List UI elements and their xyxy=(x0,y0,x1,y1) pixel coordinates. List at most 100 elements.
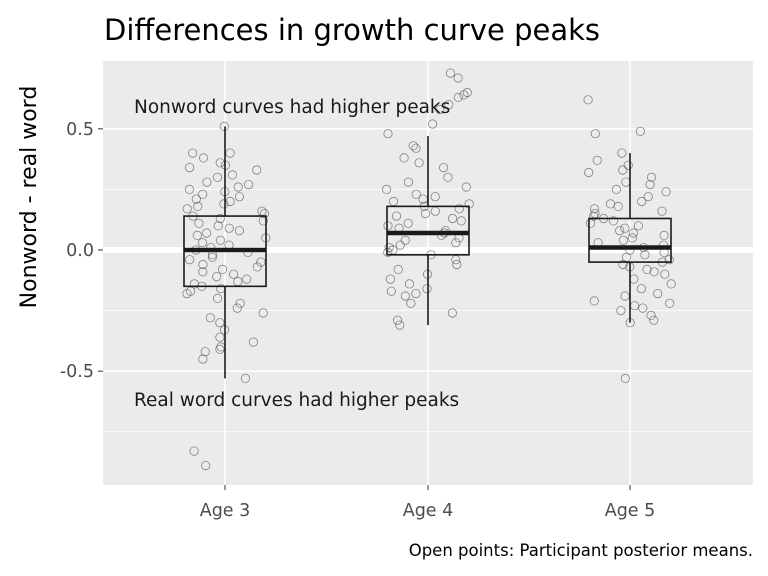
data-point xyxy=(411,288,421,299)
data-point xyxy=(438,163,449,173)
data-point xyxy=(215,318,225,328)
data-point xyxy=(197,238,208,248)
y-axis-ticks: -0.5 0.0 0.5 xyxy=(60,120,103,382)
data-point xyxy=(627,233,638,243)
data-point xyxy=(430,192,440,202)
data-point xyxy=(646,172,657,182)
data-point xyxy=(198,259,208,270)
data-point xyxy=(192,230,202,240)
data-point xyxy=(182,288,192,299)
data-point xyxy=(649,267,659,277)
data-point xyxy=(184,184,194,194)
data-point xyxy=(666,279,676,289)
data-point xyxy=(217,264,228,274)
data-point xyxy=(461,182,471,192)
data-point xyxy=(386,286,396,296)
data-point xyxy=(227,170,238,180)
data-point xyxy=(633,221,644,231)
data-point xyxy=(637,196,647,207)
data-point xyxy=(205,313,215,323)
data-point xyxy=(191,194,201,204)
data-point xyxy=(620,373,630,383)
data-point xyxy=(404,279,415,289)
data-point xyxy=(454,204,464,214)
data-point xyxy=(445,68,455,78)
data-point xyxy=(198,189,208,199)
data-point xyxy=(213,221,223,231)
data-point xyxy=(452,259,462,270)
data-point xyxy=(194,218,204,228)
data-point xyxy=(259,209,270,219)
data-point xyxy=(611,184,622,194)
data-point xyxy=(462,87,472,98)
data-point xyxy=(623,160,633,170)
y-tick-label: 0.5 xyxy=(66,120,94,140)
data-point xyxy=(215,235,225,245)
data-point xyxy=(215,213,225,224)
data-point xyxy=(451,238,461,248)
chart-title: Differences in growth curve peaks xyxy=(104,13,600,47)
data-point xyxy=(383,129,393,139)
data-point xyxy=(234,226,244,236)
data-point xyxy=(640,250,650,260)
data-point xyxy=(592,155,602,165)
data-point xyxy=(201,460,211,471)
data-point xyxy=(427,119,438,129)
data-point xyxy=(406,298,416,308)
caption: Open points: Participant posterior means… xyxy=(409,541,753,560)
data-point xyxy=(420,209,430,219)
data-point xyxy=(618,165,628,175)
data-point xyxy=(642,264,652,274)
data-point xyxy=(395,240,405,250)
participant-points xyxy=(182,68,676,471)
data-point xyxy=(213,293,223,303)
data-point xyxy=(584,167,594,178)
data-point xyxy=(212,172,223,182)
data-point xyxy=(215,332,225,342)
data-point xyxy=(399,153,409,163)
boxplot-age-5 xyxy=(588,153,672,323)
data-point xyxy=(403,218,413,228)
annotation-realword-higher: Real word curves had higher peaks xyxy=(134,390,459,411)
data-point xyxy=(189,279,199,289)
data-point xyxy=(202,228,212,238)
data-point xyxy=(244,180,254,190)
data-point xyxy=(435,104,445,115)
data-point xyxy=(233,182,243,192)
data-point xyxy=(225,148,235,158)
data-point xyxy=(232,303,242,313)
data-point xyxy=(215,344,225,354)
data-point xyxy=(453,92,463,102)
data-point xyxy=(618,235,629,245)
data-point xyxy=(383,221,393,231)
data-point xyxy=(189,446,199,456)
data-point xyxy=(645,180,655,190)
data-point xyxy=(393,264,403,274)
box-iqr xyxy=(386,205,470,256)
data-point xyxy=(252,262,262,272)
data-point xyxy=(659,230,669,240)
data-point xyxy=(248,337,258,347)
data-point xyxy=(252,165,262,175)
data-point xyxy=(628,228,639,238)
data-point xyxy=(665,298,675,308)
data-point xyxy=(456,216,466,226)
data-point xyxy=(229,269,239,279)
data-point xyxy=(212,271,222,282)
data-point xyxy=(590,129,600,139)
y-tick-label: -0.5 xyxy=(60,362,94,382)
data-point xyxy=(589,296,599,306)
data-point xyxy=(202,177,212,187)
data-point xyxy=(608,216,619,226)
data-point xyxy=(615,226,625,236)
data-point xyxy=(234,192,244,202)
data-point xyxy=(391,211,402,221)
data-point xyxy=(422,284,432,294)
data-point xyxy=(661,187,671,197)
data-point xyxy=(443,172,453,182)
data-point xyxy=(256,257,266,267)
data-point xyxy=(385,274,395,284)
data-point xyxy=(649,315,659,325)
x-axis-ticks: Age 3 Age 4 Age 5 xyxy=(200,485,655,521)
